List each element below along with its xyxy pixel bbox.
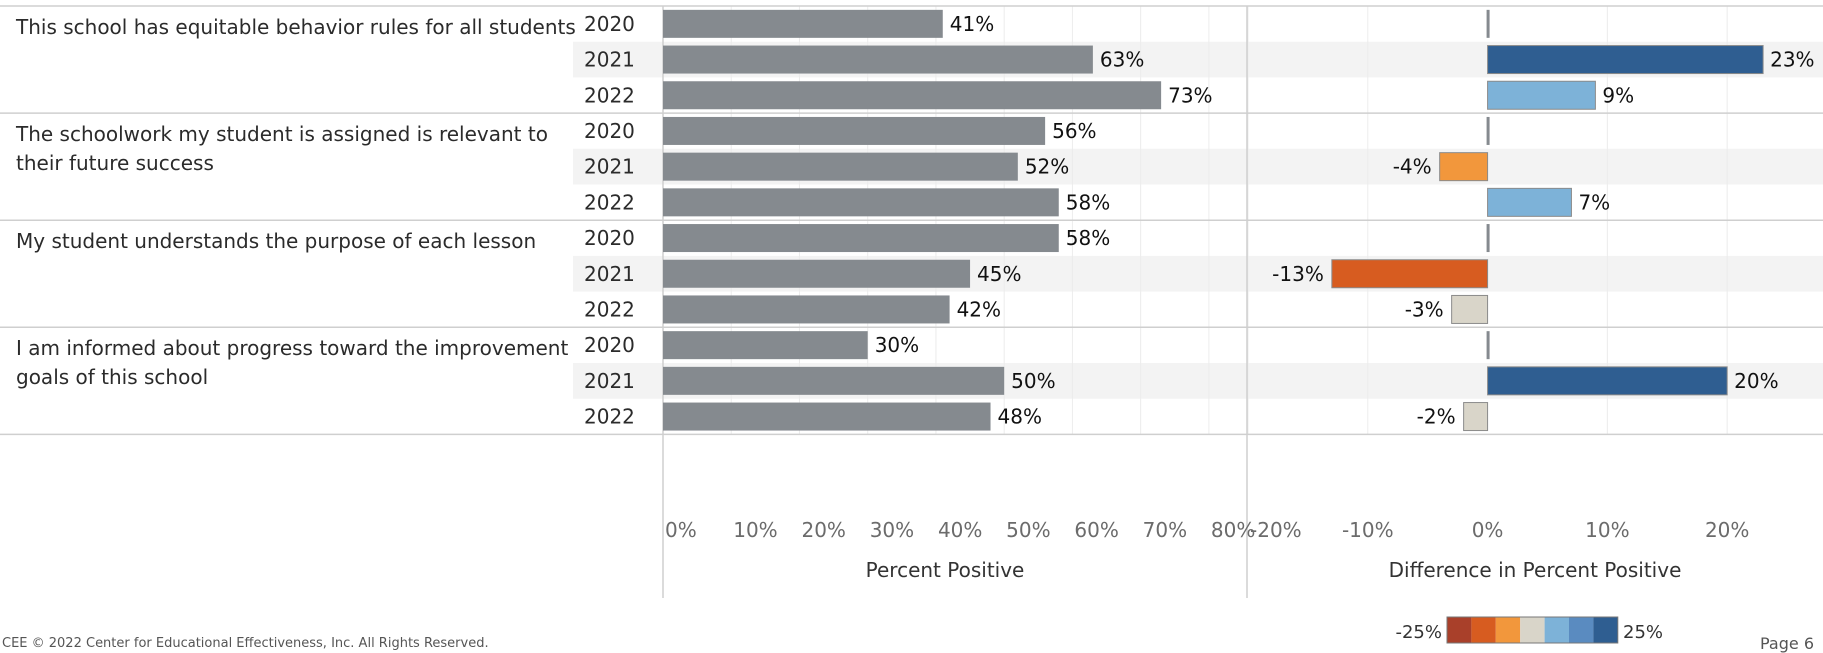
difference-value-label: 23% [1770, 48, 1814, 72]
x-tick-label: 70% [1143, 518, 1187, 542]
x-tick-label: -20% [1250, 518, 1302, 542]
percent-value-label: 48% [998, 405, 1042, 429]
percent-value-label: 58% [1066, 190, 1110, 214]
legend-border [1446, 616, 1619, 644]
year-label: 2022 [584, 297, 635, 321]
percent-value-label: 50% [1011, 369, 1055, 393]
difference-bar [1463, 402, 1489, 432]
percent-bar [663, 45, 1093, 74]
percent-bar [663, 331, 868, 360]
x-tick-label: 20% [801, 518, 845, 542]
x-tick-label: 0% [1472, 518, 1504, 542]
difference-zero-mark [1486, 9, 1490, 38]
x-tick-label: 30% [870, 518, 914, 542]
x-axis-title: Difference in Percent Positive [1389, 558, 1682, 582]
percent-bar [663, 259, 971, 288]
x-tick-label: 10% [733, 518, 777, 542]
percent-value-label: 58% [1066, 226, 1110, 250]
year-label: 2021 [584, 155, 635, 179]
percent-value-label: 30% [875, 333, 919, 357]
x-tick-label: 40% [938, 518, 982, 542]
legend-swatch [1593, 617, 1618, 643]
percent-bar [663, 366, 1005, 395]
question-label: This school has equitable behavior rules… [16, 15, 576, 39]
year-label: 2021 [584, 369, 635, 393]
percent-value-label: 56% [1052, 119, 1096, 143]
percent-bar [663, 152, 1018, 181]
difference-value-label: 7% [1578, 190, 1610, 214]
difference-bar [1331, 259, 1489, 289]
x-tick-label: -10% [1342, 518, 1394, 542]
year-label: 2020 [584, 226, 635, 250]
percent-bar [663, 116, 1046, 145]
year-label: 2022 [584, 405, 635, 429]
percent-value-label: 63% [1100, 48, 1144, 72]
page-number: Page 6 [1760, 634, 1814, 653]
copyright-footer: CEE © 2022 Center for Educational Effect… [2, 636, 489, 651]
legend-swatch [1544, 617, 1569, 643]
legend-swatch [1471, 617, 1496, 643]
difference-bar [1487, 187, 1572, 217]
difference-value-label: -13% [1272, 262, 1324, 286]
difference-bar [1487, 45, 1764, 75]
difference-value-label: 9% [1602, 83, 1634, 107]
percent-bar [663, 224, 1059, 253]
question-label: My student understands the purpose of ea… [16, 229, 537, 254]
percent-value-label: 42% [957, 297, 1001, 321]
difference-bar [1487, 366, 1728, 396]
percent-value-label: 52% [1025, 155, 1069, 179]
x-axis-title: Percent Positive [866, 558, 1025, 582]
difference-bar [1487, 80, 1596, 110]
year-label: 2022 [584, 190, 635, 214]
legend-swatch [1569, 617, 1594, 643]
difference-value-label: 20% [1734, 369, 1778, 393]
legend-swatch [1447, 617, 1472, 643]
x-tick-label: 10% [1585, 518, 1629, 542]
year-label: 2021 [584, 262, 635, 286]
x-tick-label: 0% [665, 518, 697, 542]
percent-bar [663, 188, 1059, 217]
difference-zero-mark [1486, 116, 1490, 145]
difference-value-label: -2% [1417, 405, 1456, 429]
x-tick-label: 50% [1006, 518, 1050, 542]
x-tick-label: 60% [1074, 518, 1118, 542]
percent-bar [663, 81, 1162, 110]
x-tick-label: 20% [1705, 518, 1749, 542]
percent-value-label: 73% [1168, 83, 1212, 107]
year-label: 2020 [584, 333, 635, 357]
percent-value-label: 41% [950, 12, 994, 36]
year-label: 2020 [584, 119, 635, 143]
legend-min-label: -25% [1395, 622, 1442, 643]
difference-value-label: -3% [1405, 297, 1444, 321]
difference-bar [1439, 152, 1489, 182]
legend-swatch [1495, 617, 1521, 643]
difference-zero-mark [1486, 224, 1490, 253]
percent-bar [663, 9, 943, 38]
difference-zero-mark [1486, 331, 1490, 360]
legend-swatch [1520, 617, 1545, 643]
x-tick-label: 80% [1211, 518, 1255, 542]
difference-bar [1451, 294, 1489, 324]
percent-bar [663, 402, 991, 431]
legend-max-label: 25% [1623, 622, 1663, 643]
percent-value-label: 45% [977, 262, 1021, 286]
year-label: 2021 [584, 48, 635, 72]
year-label: 2022 [584, 83, 635, 107]
difference-value-label: -4% [1393, 155, 1432, 179]
percent-bar [663, 295, 950, 324]
question-label: I am informed about progress toward the … [16, 336, 569, 390]
question-label: The schoolwork my student is assigned is… [16, 122, 548, 176]
year-label: 2020 [584, 12, 635, 36]
